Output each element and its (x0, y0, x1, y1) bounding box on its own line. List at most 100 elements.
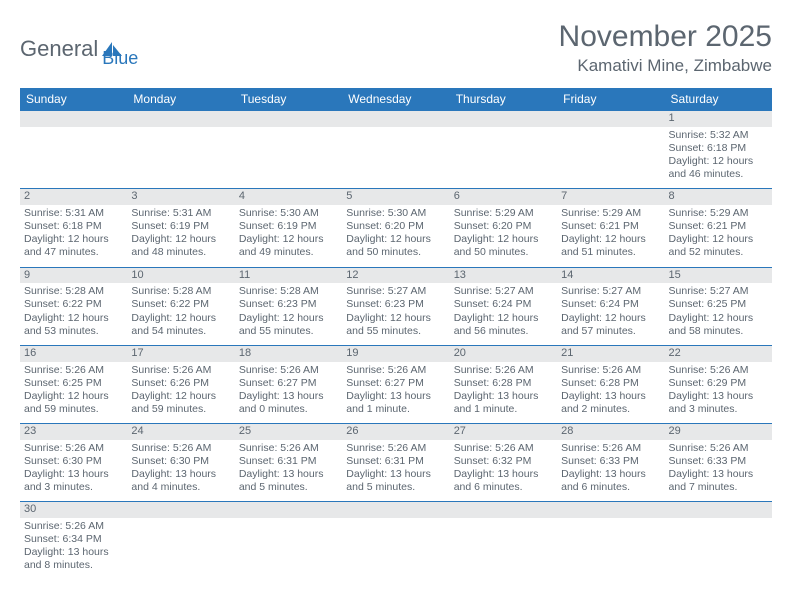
day-content-cell (557, 518, 664, 580)
day-content-cell (450, 518, 557, 580)
day-number-cell: 19 (342, 345, 449, 361)
weekday-header: Friday (557, 88, 664, 111)
day-number-cell: 9 (20, 267, 127, 283)
day-content-cell: Sunrise: 5:28 AMSunset: 6:22 PMDaylight:… (127, 283, 234, 345)
weekday-header: Monday (127, 88, 234, 111)
location-label: Kamativi Mine, Zimbabwe (559, 56, 772, 76)
day-number-row: 1 (20, 111, 772, 127)
day-number-cell: 14 (557, 267, 664, 283)
day-number-cell: 28 (557, 424, 664, 440)
day-number-row: 30 (20, 502, 772, 518)
day-number-cell (557, 111, 664, 127)
day-number-cell: 29 (665, 424, 772, 440)
day-number-cell (450, 502, 557, 518)
day-number-cell: 11 (235, 267, 342, 283)
title-block: November 2025 Kamativi Mine, Zimbabwe (559, 20, 772, 76)
day-content-row: Sunrise: 5:26 AMSunset: 6:25 PMDaylight:… (20, 362, 772, 424)
day-content-cell: Sunrise: 5:26 AMSunset: 6:29 PMDaylight:… (665, 362, 772, 424)
day-content-cell: Sunrise: 5:27 AMSunset: 6:24 PMDaylight:… (450, 283, 557, 345)
weekday-header: Saturday (665, 88, 772, 111)
day-content-cell (127, 127, 234, 189)
day-number-cell (557, 502, 664, 518)
day-content-cell: Sunrise: 5:26 AMSunset: 6:26 PMDaylight:… (127, 362, 234, 424)
day-number-cell: 8 (665, 189, 772, 205)
day-number-cell: 18 (235, 345, 342, 361)
day-number-cell (665, 502, 772, 518)
day-content-cell: Sunrise: 5:26 AMSunset: 6:28 PMDaylight:… (450, 362, 557, 424)
day-content-cell: Sunrise: 5:32 AMSunset: 6:18 PMDaylight:… (665, 127, 772, 189)
day-number-cell (127, 502, 234, 518)
header: General Blue November 2025 Kamativi Mine… (20, 20, 772, 76)
day-content-cell: Sunrise: 5:31 AMSunset: 6:18 PMDaylight:… (20, 205, 127, 267)
weekday-header: Thursday (450, 88, 557, 111)
day-number-cell (235, 502, 342, 518)
day-content-cell: Sunrise: 5:28 AMSunset: 6:23 PMDaylight:… (235, 283, 342, 345)
day-number-cell (20, 111, 127, 127)
day-content-cell: Sunrise: 5:26 AMSunset: 6:25 PMDaylight:… (20, 362, 127, 424)
day-number-cell: 27 (450, 424, 557, 440)
day-number-cell (342, 111, 449, 127)
day-content-cell: Sunrise: 5:29 AMSunset: 6:20 PMDaylight:… (450, 205, 557, 267)
day-number-row: 23242526272829 (20, 424, 772, 440)
day-content-cell: Sunrise: 5:30 AMSunset: 6:19 PMDaylight:… (235, 205, 342, 267)
day-number-cell: 12 (342, 267, 449, 283)
weekday-header: Sunday (20, 88, 127, 111)
day-content-cell (557, 127, 664, 189)
day-content-row: Sunrise: 5:31 AMSunset: 6:18 PMDaylight:… (20, 205, 772, 267)
day-content-cell: Sunrise: 5:26 AMSunset: 6:31 PMDaylight:… (342, 440, 449, 502)
day-number-cell: 22 (665, 345, 772, 361)
logo-text-blue: Blue (102, 48, 138, 69)
day-content-row: Sunrise: 5:32 AMSunset: 6:18 PMDaylight:… (20, 127, 772, 189)
day-number-row: 2345678 (20, 189, 772, 205)
day-number-row: 16171819202122 (20, 345, 772, 361)
day-number-cell: 15 (665, 267, 772, 283)
day-content-cell (450, 127, 557, 189)
day-number-cell: 4 (235, 189, 342, 205)
weekday-header: Wednesday (342, 88, 449, 111)
day-content-cell: Sunrise: 5:26 AMSunset: 6:28 PMDaylight:… (557, 362, 664, 424)
day-number-cell: 23 (20, 424, 127, 440)
weekday-header: Tuesday (235, 88, 342, 111)
day-content-cell: Sunrise: 5:26 AMSunset: 6:33 PMDaylight:… (665, 440, 772, 502)
day-content-cell: Sunrise: 5:29 AMSunset: 6:21 PMDaylight:… (665, 205, 772, 267)
day-number-cell: 17 (127, 345, 234, 361)
day-number-cell: 10 (127, 267, 234, 283)
day-number-cell: 30 (20, 502, 127, 518)
day-number-row: 9101112131415 (20, 267, 772, 283)
day-number-cell: 7 (557, 189, 664, 205)
day-number-cell (342, 502, 449, 518)
day-content-cell (342, 127, 449, 189)
day-content-row: Sunrise: 5:28 AMSunset: 6:22 PMDaylight:… (20, 283, 772, 345)
day-content-cell: Sunrise: 5:26 AMSunset: 6:27 PMDaylight:… (342, 362, 449, 424)
day-number-cell (235, 111, 342, 127)
day-content-cell: Sunrise: 5:26 AMSunset: 6:27 PMDaylight:… (235, 362, 342, 424)
day-content-cell: Sunrise: 5:26 AMSunset: 6:31 PMDaylight:… (235, 440, 342, 502)
day-content-cell: Sunrise: 5:27 AMSunset: 6:23 PMDaylight:… (342, 283, 449, 345)
day-content-cell (342, 518, 449, 580)
day-content-cell: Sunrise: 5:27 AMSunset: 6:24 PMDaylight:… (557, 283, 664, 345)
day-content-cell: Sunrise: 5:31 AMSunset: 6:19 PMDaylight:… (127, 205, 234, 267)
day-content-cell: Sunrise: 5:28 AMSunset: 6:22 PMDaylight:… (20, 283, 127, 345)
day-number-cell: 20 (450, 345, 557, 361)
day-number-cell: 3 (127, 189, 234, 205)
day-number-cell: 6 (450, 189, 557, 205)
day-number-cell (127, 111, 234, 127)
day-content-cell: Sunrise: 5:29 AMSunset: 6:21 PMDaylight:… (557, 205, 664, 267)
day-number-cell: 25 (235, 424, 342, 440)
day-number-cell: 16 (20, 345, 127, 361)
day-content-cell: Sunrise: 5:27 AMSunset: 6:25 PMDaylight:… (665, 283, 772, 345)
day-content-cell (127, 518, 234, 580)
day-number-cell (450, 111, 557, 127)
day-number-cell: 2 (20, 189, 127, 205)
calendar-table: SundayMondayTuesdayWednesdayThursdayFrid… (20, 88, 772, 580)
day-number-cell: 21 (557, 345, 664, 361)
day-number-cell: 24 (127, 424, 234, 440)
day-content-cell: Sunrise: 5:26 AMSunset: 6:33 PMDaylight:… (557, 440, 664, 502)
day-number-cell: 1 (665, 111, 772, 127)
day-content-cell (665, 518, 772, 580)
day-content-cell (235, 518, 342, 580)
day-content-cell: Sunrise: 5:26 AMSunset: 6:34 PMDaylight:… (20, 518, 127, 580)
day-content-row: Sunrise: 5:26 AMSunset: 6:30 PMDaylight:… (20, 440, 772, 502)
day-number-cell: 26 (342, 424, 449, 440)
day-content-cell: Sunrise: 5:26 AMSunset: 6:32 PMDaylight:… (450, 440, 557, 502)
